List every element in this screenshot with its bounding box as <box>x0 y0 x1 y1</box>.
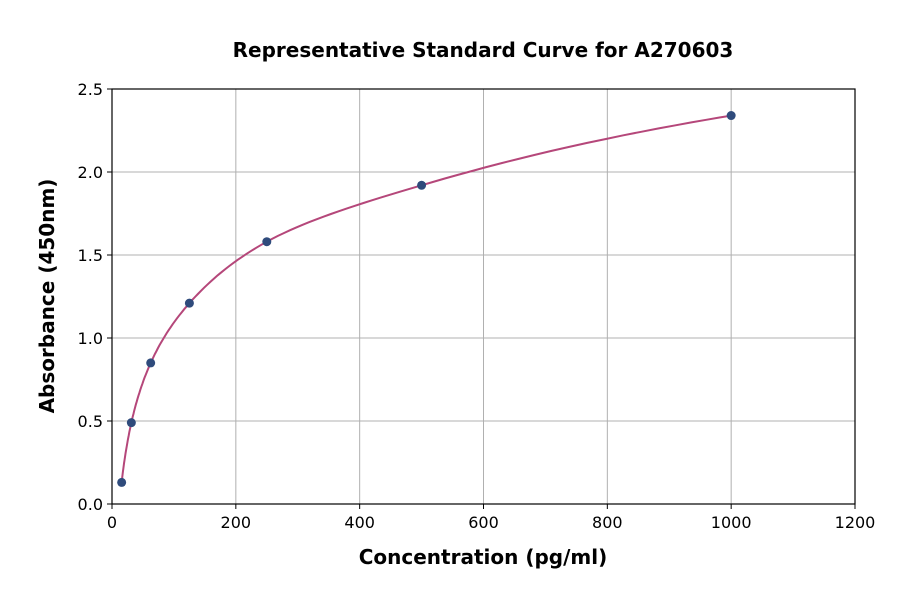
x-axis-label: Concentration (pg/ml) <box>359 545 608 569</box>
x-tick-label: 200 <box>221 513 252 532</box>
data-point <box>262 237 272 247</box>
y-tick-label: 1.5 <box>78 246 103 265</box>
data-point <box>146 358 156 368</box>
y-tick-label: 2.5 <box>78 80 103 99</box>
x-tick-label: 800 <box>592 513 623 532</box>
x-tick-label: 1200 <box>835 513 876 532</box>
data-point <box>126 418 136 428</box>
data-point <box>417 180 427 190</box>
data-point <box>117 477 127 487</box>
y-tick-label: 0.5 <box>78 412 103 431</box>
y-axis-label: Absorbance (450nm) <box>35 179 59 414</box>
fit-curve-layer <box>120 114 732 483</box>
fit-curve <box>120 114 732 483</box>
y-tick-label: 2.0 <box>78 163 103 182</box>
data-point <box>184 298 194 308</box>
y-axis-ticks: 0.0 0.5 1.0 1.5 2.0 2.5 <box>78 80 112 514</box>
y-tick-label: 1.0 <box>78 329 103 348</box>
x-tick-label: 600 <box>468 513 499 532</box>
data-point <box>726 111 736 121</box>
x-tick-label: 0 <box>107 513 117 532</box>
x-axis-ticks: 0 200 400 600 800 1000 1200 <box>107 504 875 532</box>
grid <box>111 88 856 505</box>
data-points <box>117 111 736 487</box>
chart-title: Representative Standard Curve for A27060… <box>233 38 734 62</box>
y-tick-label: 0.0 <box>78 495 103 514</box>
x-tick-label: 1000 <box>711 513 752 532</box>
x-tick-label: 400 <box>344 513 375 532</box>
